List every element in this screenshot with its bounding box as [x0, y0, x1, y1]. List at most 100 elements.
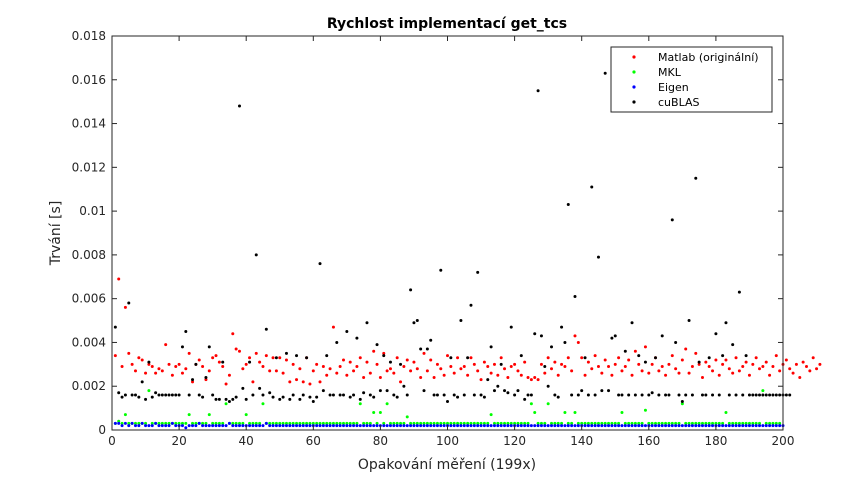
data-point [637, 424, 641, 428]
data-point [345, 330, 349, 333]
data-point [707, 365, 711, 369]
data-point [281, 395, 285, 399]
data-point [318, 380, 322, 384]
data-point [137, 424, 141, 428]
data-point [479, 378, 483, 382]
data-point [627, 421, 631, 425]
data-point [123, 393, 127, 397]
data-point [113, 421, 117, 425]
data-point [492, 389, 496, 393]
data-point [714, 358, 718, 362]
data-point [278, 421, 282, 425]
data-point [466, 424, 470, 428]
data-point [596, 424, 600, 428]
data-point [556, 373, 560, 377]
data-point [261, 365, 265, 369]
data-point [613, 334, 617, 338]
data-point [576, 424, 580, 428]
data-point [144, 421, 148, 425]
data-point [596, 255, 600, 259]
data-point [466, 373, 470, 377]
data-point [452, 424, 456, 428]
data-point [768, 421, 772, 425]
data-point [456, 424, 460, 428]
data-point [160, 393, 164, 397]
data-point [724, 410, 728, 414]
x-tick-label: 100 [436, 434, 459, 448]
data-point [281, 421, 285, 425]
data-point [191, 421, 195, 425]
data-point [472, 393, 476, 397]
data-point [295, 424, 299, 428]
data-point [499, 362, 503, 366]
data-point [278, 397, 282, 401]
data-point [633, 349, 637, 353]
data-point [570, 393, 574, 397]
data-point [194, 421, 198, 425]
data-point [560, 421, 564, 425]
data-point [167, 362, 171, 366]
y-tick-label: 0.006 [72, 292, 106, 306]
data-point [664, 424, 668, 428]
data-point [590, 424, 594, 428]
data-point [724, 424, 728, 428]
data-point [580, 389, 584, 393]
data-point [506, 421, 510, 425]
data-point [751, 362, 755, 366]
data-point [734, 393, 738, 397]
data-point [496, 424, 500, 428]
data-point [563, 424, 567, 428]
data-point [439, 421, 443, 425]
data-point [583, 373, 587, 377]
data-point [627, 358, 631, 362]
data-point [690, 393, 694, 397]
data-point [348, 395, 352, 399]
data-point [486, 421, 490, 425]
x-tick-label: 140 [570, 434, 593, 448]
data-point [462, 365, 466, 369]
data-point [764, 424, 768, 428]
data-point [543, 424, 547, 428]
data-point [747, 373, 751, 377]
data-point [516, 421, 520, 425]
data-point [459, 367, 463, 371]
data-point [368, 371, 372, 375]
data-point [224, 397, 228, 401]
data-point [328, 421, 332, 425]
data-point [362, 375, 366, 379]
data-point [623, 365, 627, 369]
data-point [258, 421, 262, 425]
data-point [747, 424, 751, 428]
data-point [382, 421, 386, 425]
data-point [623, 349, 627, 353]
data-point [771, 365, 775, 369]
data-point [284, 421, 288, 425]
data-point [137, 421, 141, 425]
data-point [271, 421, 275, 425]
data-point [499, 424, 503, 428]
data-point [127, 421, 131, 425]
data-point [764, 360, 768, 364]
data-point [301, 421, 305, 425]
data-point [244, 413, 248, 417]
data-point [382, 354, 386, 358]
data-point [516, 424, 520, 428]
data-point [456, 421, 460, 425]
data-point [402, 384, 406, 388]
data-point [694, 176, 698, 180]
data-point [677, 421, 681, 425]
data-point [529, 378, 533, 382]
data-point [154, 421, 158, 425]
data-point [764, 421, 768, 425]
data-point [150, 365, 154, 369]
data-point [184, 426, 188, 430]
data-point [761, 365, 765, 369]
data-point [362, 391, 366, 395]
data-point [472, 421, 476, 425]
data-point [435, 362, 439, 366]
data-point [352, 421, 356, 425]
data-point [231, 424, 235, 428]
data-point [680, 424, 684, 428]
data-point [700, 375, 704, 379]
data-point [345, 421, 349, 425]
